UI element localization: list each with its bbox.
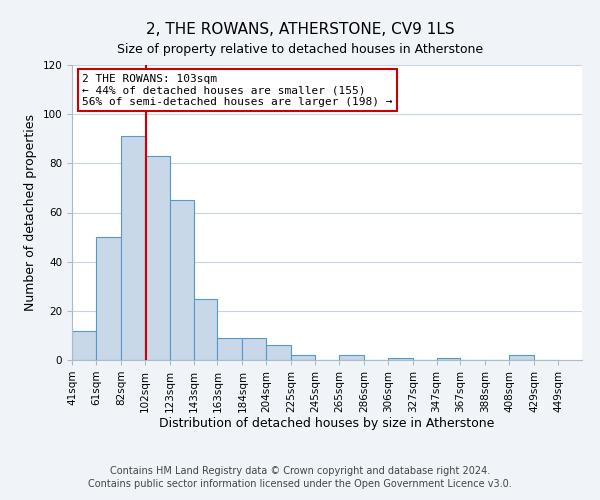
X-axis label: Distribution of detached houses by size in Atherstone: Distribution of detached houses by size … xyxy=(160,418,494,430)
Bar xyxy=(242,338,266,360)
Text: 2, THE ROWANS, ATHERSTONE, CV9 1LS: 2, THE ROWANS, ATHERSTONE, CV9 1LS xyxy=(146,22,454,38)
Text: 2 THE ROWANS: 103sqm
← 44% of detached houses are smaller (155)
56% of semi-deta: 2 THE ROWANS: 103sqm ← 44% of detached h… xyxy=(82,74,392,107)
Text: Size of property relative to detached houses in Atherstone: Size of property relative to detached ho… xyxy=(117,42,483,56)
Y-axis label: Number of detached properties: Number of detached properties xyxy=(24,114,37,311)
Bar xyxy=(121,136,145,360)
Bar xyxy=(145,156,170,360)
Bar xyxy=(170,200,194,360)
Bar xyxy=(388,358,413,360)
Bar xyxy=(194,298,217,360)
Bar xyxy=(509,355,535,360)
Text: Contains HM Land Registry data © Crown copyright and database right 2024.: Contains HM Land Registry data © Crown c… xyxy=(110,466,490,476)
Bar xyxy=(291,355,315,360)
Text: Contains public sector information licensed under the Open Government Licence v3: Contains public sector information licen… xyxy=(88,479,512,489)
Bar xyxy=(217,338,242,360)
Bar xyxy=(266,345,291,360)
Bar xyxy=(437,358,460,360)
Bar xyxy=(72,330,96,360)
Bar xyxy=(96,237,121,360)
Bar xyxy=(339,355,364,360)
